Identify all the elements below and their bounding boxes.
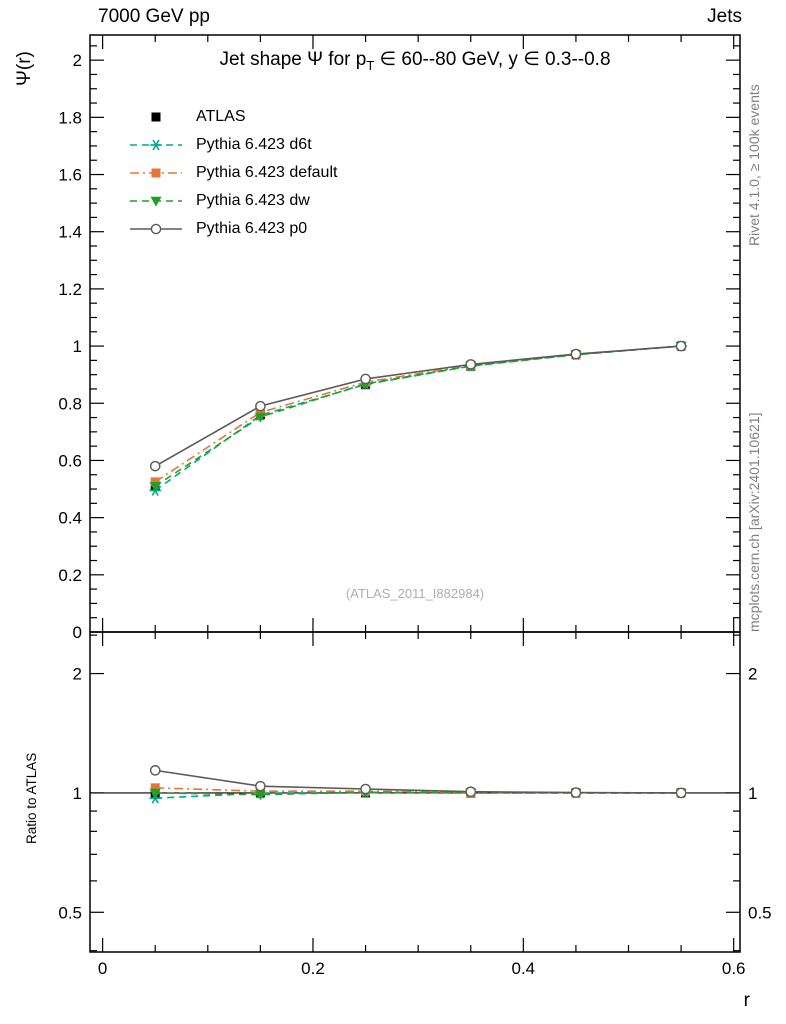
plot-title: Jet shape Ψ for pT ∈ 60--80 GeV, y ∈ 0.3… (90, 48, 740, 73)
series-line-ratio (155, 769, 682, 794)
tick-label: 0.2 (58, 566, 82, 585)
tick-label: 0.5 (748, 903, 772, 922)
asterisk-marker (152, 139, 160, 151)
series-line-main (154, 345, 682, 492)
legend-marker-sample (130, 139, 182, 151)
series-atlas (150, 341, 686, 798)
legend: ATLAS Pythia 6.423 d6t Pythia 6.423 defaul… (128, 103, 337, 243)
series-pythia-6-423-p0 (149, 340, 687, 799)
triangle-down-marker (254, 790, 266, 801)
legend-item: Pythia 6.423 dw (128, 187, 337, 215)
analysis-id-watermark: (ATLAS_2011_I882984) (345, 586, 485, 601)
circle-marker (465, 786, 477, 798)
x-axis-label: r (743, 990, 750, 1011)
beam-energy-label: 7000 GeV pp (98, 6, 210, 27)
plot-title-pre: Jet shape Ψ for p (219, 49, 367, 70)
ratio-panel-frame (89, 631, 741, 953)
circle-marker (150, 223, 162, 235)
rivet-version-note: Rivet 4.1.0, ≥ 100k events (746, 84, 762, 246)
tick-label: 1 (73, 337, 82, 356)
triangle-down-marker (254, 412, 266, 423)
tick-label: 0.4 (58, 509, 82, 528)
process-label: Jets (707, 6, 742, 27)
legend-marker-sample (130, 168, 182, 178)
axis-ticks (90, 35, 740, 952)
square-marker (151, 112, 161, 122)
circle-marker (675, 340, 687, 352)
triangle-down-marker (149, 481, 161, 492)
series-pythia-6-423-dw (149, 341, 687, 801)
tick-label: 2 (73, 51, 82, 70)
circle-marker (360, 373, 371, 385)
circle-marker (675, 787, 687, 799)
plot-title-post: ∈ 60--80 GeV, y ∈ 0.3--0.8 (374, 49, 611, 70)
legend-label: Pythia 6.423 p0 (196, 220, 308, 237)
series-line-main (154, 345, 682, 467)
tick-label: 1.6 (58, 166, 82, 185)
series-line-main (154, 345, 682, 483)
legend-item: ATLAS (128, 103, 337, 131)
square-marker (151, 168, 161, 178)
tick-label: 1.8 (58, 108, 82, 127)
legend-label: Pythia 6.423 d6t (196, 136, 312, 153)
legend-label: Pythia 6.423 dw (196, 192, 310, 209)
circle-marker (149, 765, 161, 776)
legend-item: Pythia 6.423 d6t (128, 131, 337, 159)
tick-label: 1.4 (58, 223, 82, 242)
circle-marker (255, 780, 266, 792)
legend-marker-sample (130, 223, 182, 235)
main-y-axis-label: Ψ(r) (14, 51, 35, 86)
tick-label: 2 (73, 665, 82, 684)
tick-label: 1.2 (58, 280, 82, 299)
ratio-y-axis-label: Ratio to ATLAS (24, 752, 39, 844)
mcplots-arxiv-note: mcplots.cern.ch [arXiv:2401.10621] (746, 412, 762, 632)
plot-title-sub: T (366, 57, 375, 73)
tick-label: 0.2 (301, 959, 325, 978)
tick-label: 0.6 (58, 451, 82, 470)
tick-label: 0.6 (722, 959, 746, 978)
circle-marker (570, 348, 582, 360)
circle-marker (465, 359, 477, 370)
circle-marker (255, 400, 266, 412)
circle-marker (149, 460, 161, 472)
tick-label: 2 (748, 665, 757, 684)
circle-marker (570, 787, 582, 798)
legend-label: Pythia 6.423 default (196, 164, 338, 181)
tick-label: 0 (73, 623, 82, 642)
tick-label: 0.4 (512, 959, 536, 978)
square-marker (255, 407, 265, 417)
legend-label: ATLAS (196, 108, 246, 125)
triangle-down-marker (150, 196, 162, 207)
square-marker (150, 783, 160, 793)
series-pythia-6-423-default (150, 341, 686, 798)
tick-label: 0.5 (58, 903, 82, 922)
legend-item: Pythia 6.423 p0 (128, 215, 337, 243)
series-line-main (154, 345, 682, 487)
legend-item: Pythia 6.423 default (128, 159, 337, 187)
tick-label: 1 (73, 784, 82, 803)
triangle-down-marker (149, 788, 161, 799)
tick-labels: 0 0.2 0.4 0.6 0.8 1 1.2 1.4 1.6 1.8 2 0.5 0.5 1 1 2 2 0 0.… (58, 51, 771, 978)
tick-label: 0.8 (58, 394, 82, 413)
circle-marker (360, 783, 371, 795)
tick-label: 0 (98, 959, 107, 978)
legend-marker-sample (130, 196, 182, 207)
square-marker (150, 477, 160, 487)
series-pythia-6-423-d6t (149, 340, 687, 804)
legend-marker-sample (151, 112, 161, 122)
tick-label: 1 (748, 784, 757, 803)
